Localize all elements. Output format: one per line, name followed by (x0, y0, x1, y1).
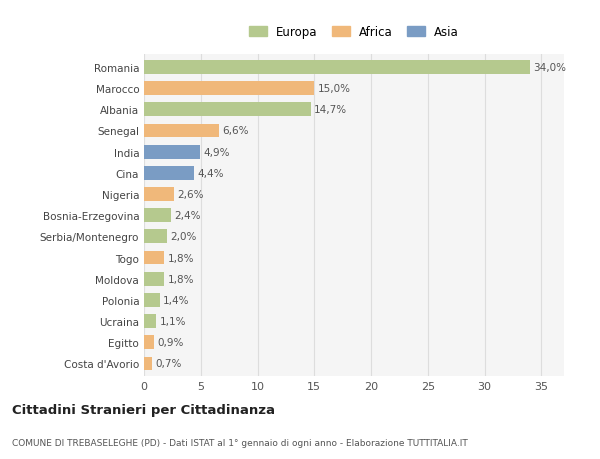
Text: 2,0%: 2,0% (170, 232, 196, 242)
Bar (144, 146, 200, 159)
Bar (144, 336, 154, 349)
Text: 0,7%: 0,7% (155, 358, 182, 369)
Bar (144, 251, 164, 265)
Text: 2,4%: 2,4% (175, 211, 201, 221)
Text: 14,7%: 14,7% (314, 105, 347, 115)
Bar (144, 61, 530, 75)
Text: 1,8%: 1,8% (168, 274, 194, 284)
Bar (144, 293, 160, 307)
Text: 4,9%: 4,9% (203, 147, 230, 157)
Text: 0,9%: 0,9% (158, 337, 184, 347)
Legend: Europa, Africa, Asia: Europa, Africa, Asia (245, 22, 463, 42)
Text: 34,0%: 34,0% (533, 63, 566, 73)
Bar (144, 314, 157, 328)
Text: 4,4%: 4,4% (197, 168, 224, 179)
Text: 1,1%: 1,1% (160, 316, 187, 326)
Bar (144, 357, 152, 370)
Text: Cittadini Stranieri per Cittadinanza: Cittadini Stranieri per Cittadinanza (12, 403, 275, 416)
Bar (144, 209, 171, 223)
Text: 6,6%: 6,6% (223, 126, 249, 136)
Bar (144, 103, 311, 117)
Bar (144, 124, 219, 138)
Bar (144, 230, 167, 244)
Bar (144, 188, 173, 202)
Bar (144, 272, 164, 286)
Text: 2,6%: 2,6% (177, 190, 203, 200)
Bar (144, 167, 194, 180)
Text: 15,0%: 15,0% (317, 84, 350, 94)
Bar (144, 82, 314, 96)
Text: 1,8%: 1,8% (168, 253, 194, 263)
Text: 1,4%: 1,4% (163, 295, 190, 305)
Text: COMUNE DI TREBASELEGHE (PD) - Dati ISTAT al 1° gennaio di ogni anno - Elaborazio: COMUNE DI TREBASELEGHE (PD) - Dati ISTAT… (12, 438, 468, 447)
